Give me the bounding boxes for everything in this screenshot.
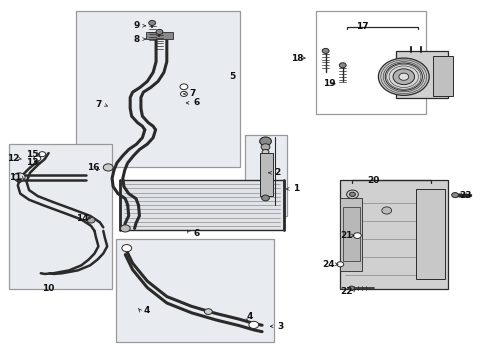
Circle shape <box>260 137 271 145</box>
Circle shape <box>339 63 346 68</box>
Circle shape <box>382 207 392 214</box>
Bar <box>340 180 448 289</box>
Circle shape <box>122 244 132 252</box>
Bar <box>245 135 287 216</box>
Bar <box>76 12 240 167</box>
Circle shape <box>180 91 187 96</box>
Text: 6: 6 <box>193 229 199 238</box>
Text: 1: 1 <box>293 184 299 193</box>
Text: 7: 7 <box>190 89 196 98</box>
Bar <box>396 51 448 98</box>
Text: 10: 10 <box>43 284 55 293</box>
Text: 15: 15 <box>26 150 39 159</box>
Text: 13: 13 <box>26 158 39 167</box>
Circle shape <box>13 173 25 181</box>
Bar <box>121 180 284 230</box>
Text: 14: 14 <box>76 214 89 223</box>
Circle shape <box>452 193 459 198</box>
Circle shape <box>262 149 269 154</box>
Bar <box>260 153 273 196</box>
Circle shape <box>337 262 343 267</box>
Text: 5: 5 <box>229 72 235 81</box>
Text: 8: 8 <box>133 35 140 44</box>
Text: 18: 18 <box>292 54 304 63</box>
Text: 4: 4 <box>246 312 253 321</box>
Circle shape <box>353 233 361 238</box>
Circle shape <box>17 179 22 183</box>
Circle shape <box>87 217 95 223</box>
Text: 4: 4 <box>143 306 149 315</box>
Text: 17: 17 <box>356 22 368 31</box>
Circle shape <box>39 152 46 157</box>
Circle shape <box>322 48 329 53</box>
Bar <box>433 56 453 96</box>
Circle shape <box>121 225 130 232</box>
Bar <box>316 12 426 114</box>
Text: 6: 6 <box>193 98 199 107</box>
Text: 22: 22 <box>341 287 353 296</box>
Text: 3: 3 <box>277 322 283 331</box>
Bar <box>147 32 173 39</box>
Bar <box>343 207 360 261</box>
Text: 2: 2 <box>274 168 281 177</box>
Text: 11: 11 <box>9 173 22 182</box>
Bar <box>9 144 112 289</box>
Text: 7: 7 <box>95 100 101 109</box>
Circle shape <box>204 309 212 315</box>
Text: 24: 24 <box>323 260 335 269</box>
Text: 16: 16 <box>87 163 100 172</box>
Circle shape <box>156 30 163 35</box>
Circle shape <box>180 84 188 90</box>
Text: 12: 12 <box>7 154 19 163</box>
Circle shape <box>262 195 270 201</box>
Bar <box>340 198 362 271</box>
Bar <box>116 239 274 342</box>
Bar <box>416 189 445 279</box>
Circle shape <box>378 58 429 95</box>
Circle shape <box>348 286 354 291</box>
Text: 20: 20 <box>367 176 379 185</box>
Circle shape <box>346 190 358 199</box>
Text: 21: 21 <box>341 231 353 240</box>
Text: 9: 9 <box>133 21 140 30</box>
Circle shape <box>393 69 415 85</box>
Circle shape <box>261 144 270 150</box>
Circle shape <box>399 73 409 80</box>
Text: 23: 23 <box>460 190 472 199</box>
Circle shape <box>349 192 355 197</box>
Circle shape <box>385 63 422 90</box>
Circle shape <box>149 21 156 26</box>
Text: 19: 19 <box>323 80 335 89</box>
Circle shape <box>249 321 259 328</box>
Circle shape <box>103 164 113 171</box>
Circle shape <box>34 156 41 161</box>
